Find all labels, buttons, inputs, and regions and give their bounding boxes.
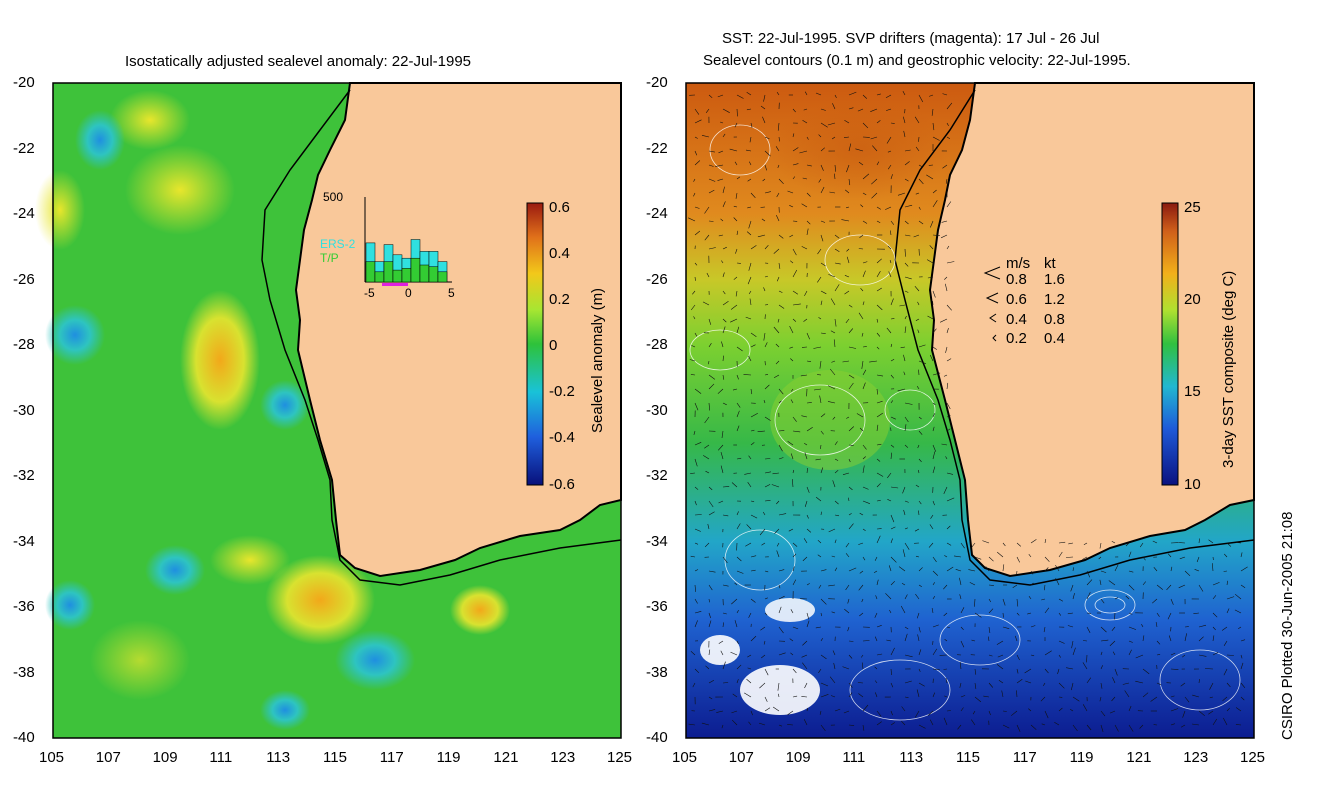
left-xtick-label: 105 [39,749,65,766]
velocity-legend-ms: 0.6 [1006,291,1027,308]
left-ytick-label: -24 [13,205,35,222]
australia-land-right [928,82,1255,578]
sla-cb-tick: 0.6 [549,199,570,216]
velocity-legend-kt: 1.2 [1044,291,1065,308]
velocity-legend-kt: 0.4 [1044,330,1065,347]
sst-cb-tick: 20 [1184,291,1201,308]
velocity-legend-kt-header: kt [1044,255,1056,272]
right-ytick-label: -34 [646,532,668,550]
right-ytick-label: -24 [646,205,668,222]
sst-cb-tick: 15 [1184,383,1201,400]
right-xtick-label: 105 [672,749,698,766]
left-xtick-label: 117 [379,749,404,766]
credit-text: CSIRO Plotted 30-Jun-2005 21:08 [1279,511,1296,740]
left-xtick-label: 111 [209,749,233,766]
right-ytick-label: -32 [646,467,668,484]
left-ytick-label: -38 [13,663,35,681]
left-ytick-label: -20 [13,74,35,91]
sst-colorbar-label: 3-day SST composite (deg C) [1220,270,1237,468]
left-xtick-label: 123 [550,749,576,766]
shelf-contour-right [894,89,1255,586]
inset-bar-tp [392,269,403,283]
inset-bar-tp [437,271,448,283]
right-ytick-label: -26 [646,270,668,288]
right-panel-title-1: SST: 22-Jul-1995. SVP drifters (magenta)… [722,30,1100,47]
inset-xtick-0: -5 [364,286,375,300]
left-xtick-label: 125 [607,749,633,766]
sla-cb-tick: 0 [549,337,558,354]
right-xtick-label: 125 [1240,749,1266,766]
left-xtick-label: 119 [436,749,461,766]
left-ytick-label: -34 [13,532,35,550]
right-ytick-label: -40 [646,729,668,746]
inset-ers2-label: ERS-2 [320,237,356,251]
inset-xtick-2: 5 [448,286,455,300]
left-xtick-label: 109 [152,749,178,766]
left-ytick-label: -28 [13,336,35,353]
velocity-legend-arrows [983,266,1001,342]
track-inset [364,197,452,286]
right-xtick-label: 109 [785,749,811,766]
velocity-legend-ms: 0.4 [1006,311,1027,328]
inset-tp-label: T/P [320,251,339,265]
inset-bar-tp [428,266,439,283]
right-panel-title-2: Sealevel contours (0.1 m) and geostrophi… [703,52,1131,69]
inset-bar-tp [383,261,394,283]
sst-cb-tick: 10 [1184,476,1201,493]
left-ytick-label: -26 [13,270,35,288]
right-ytick-label: -30 [646,401,668,419]
right-xtick-label: 115 [956,749,980,766]
right-ytick-label: -38 [646,663,668,681]
left-xtick-label: 121 [493,749,519,766]
right-xtick-label: 113 [899,749,924,766]
sla-cb-tick: -0.2 [549,383,575,400]
velocity-legend-kt: 1.6 [1044,271,1065,288]
right-xtick-label: 119 [1069,749,1094,766]
inset-bar-tp [374,271,385,283]
right-ytick-label: -20 [646,74,668,91]
left-ytick-label: -36 [13,598,35,615]
left-xtick-label: 107 [95,749,121,766]
inset-bar-tp [419,264,430,283]
right-xtick-label: 121 [1126,749,1152,766]
right-ytick-label: -28 [646,336,668,353]
left-xtick-label: 115 [323,749,347,766]
sla-cb-tick: -0.6 [549,476,575,493]
shelf-contour-left [261,89,622,586]
sla-cb-tick: 0.4 [549,245,570,262]
sst-cb-tick: 25 [1184,199,1201,216]
inset-ymax: 500 [323,190,344,204]
right-ytick-label: -22 [646,139,668,157]
right-ytick-label: -36 [646,598,668,615]
australia-land-left [294,82,622,578]
left-ytick-label: -40 [13,729,35,746]
inset-bar-tp [410,257,421,283]
geostrophic-velocity-arrows [688,90,1248,733]
sst-colorbar [1161,202,1179,486]
left-xtick-label: 113 [266,749,291,766]
left-ytick-label: -32 [13,467,35,484]
right-xtick-label: 111 [842,749,866,766]
left-panel-title: Isostatically adjusted sealevel anomaly:… [125,53,472,70]
velocity-legend-ms-header: m/s [1006,255,1031,272]
inset-xtick-1: 0 [405,286,412,300]
left-ytick-label: -22 [13,139,35,157]
right-xtick-label: 117 [1012,749,1037,766]
sla-colorbar [526,202,544,486]
inset-bar-tp [401,268,412,283]
right-xtick-label: 107 [728,749,754,766]
sla-cb-tick: -0.4 [549,429,575,446]
sla-colorbar-label: Sealevel anomaly (m) [589,287,606,433]
inset-bar-tp [365,261,376,283]
velocity-legend-ms: 0.8 [1006,271,1027,288]
sla-cb-tick: 0.2 [549,291,570,308]
velocity-legend-ms: 0.2 [1006,330,1027,347]
left-ytick-label: -30 [13,401,35,419]
right-xtick-label: 123 [1183,749,1209,766]
velocity-legend-kt: 0.8 [1044,311,1065,328]
